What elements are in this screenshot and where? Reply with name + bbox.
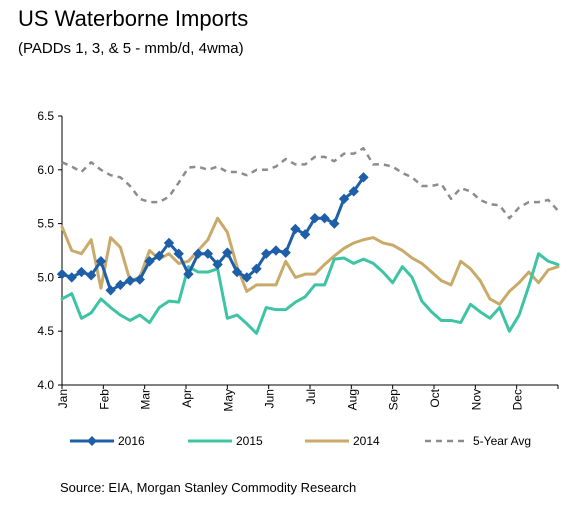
x-tick-label: Nov	[469, 389, 483, 410]
data-point	[319, 213, 330, 224]
data-point	[290, 223, 301, 235]
legend-label: 2014	[353, 434, 380, 448]
x-tick-label: Sep	[387, 389, 401, 411]
chart-series	[56, 147, 560, 335]
series-line-2014	[60, 216, 560, 306]
data-point	[270, 245, 282, 256]
data-point	[192, 248, 204, 259]
data-point	[231, 266, 243, 278]
data-point	[183, 268, 194, 280]
data-point	[105, 285, 116, 296]
chart-legend: 2016 2015 2014 5-Year Avg	[70, 434, 531, 448]
data-point	[134, 274, 146, 285]
data-point	[163, 237, 175, 249]
y-tick-label: 5.0	[37, 270, 54, 284]
data-point	[222, 247, 233, 258]
y-tick-label: 6.5	[37, 109, 54, 123]
legend-label: 2015	[236, 434, 263, 448]
x-tick-label: Oct	[428, 388, 442, 407]
data-point	[173, 248, 184, 259]
data-point	[115, 279, 126, 291]
data-point	[338, 193, 350, 205]
x-tick-label: Jun	[263, 389, 277, 408]
y-tick-label: 4.0	[37, 378, 54, 392]
source-note: Source: EIA, Morgan Stanley Commodity Re…	[60, 480, 357, 495]
data-point	[85, 270, 97, 281]
data-point	[56, 268, 68, 280]
data-point	[212, 259, 223, 270]
y-tick-label: 4.5	[37, 324, 54, 338]
data-point	[154, 250, 165, 262]
data-point	[124, 275, 136, 286]
line-chart: 4.0 4.5 5.0 5.5 6.0 6.5 Jan Feb Mar Apr May Jun Jul A…	[37, 109, 560, 448]
legend-label: 2016	[118, 434, 145, 448]
data-point	[95, 256, 107, 267]
chart-axes: 4.0 4.5 5.0 5.5 6.0 6.5 Jan Feb Mar Apr May Jun Jul A…	[37, 109, 559, 412]
series-line-2015	[60, 252, 560, 335]
y-tick-label: 6.0	[37, 163, 54, 177]
data-point	[76, 266, 87, 278]
data-point	[202, 248, 214, 259]
x-tick-label: Aug	[345, 389, 359, 410]
data-point	[348, 186, 359, 197]
x-tick-label: Jan	[56, 389, 70, 408]
x-tick-label: Dec	[511, 389, 525, 410]
data-point	[299, 229, 311, 240]
data-point	[251, 263, 262, 274]
data-point	[241, 272, 252, 283]
data-point	[358, 172, 369, 183]
data-point	[144, 256, 155, 267]
x-tick-label: Apr	[180, 389, 194, 408]
data-point	[280, 247, 291, 258]
legend-marker	[87, 436, 97, 446]
chart-subtitle: (PADDs 1, 3, & 5 - mmb/d, 4wma)	[18, 40, 244, 57]
data-point	[329, 218, 340, 229]
x-tick-label: Mar	[139, 389, 153, 410]
chart-title: US Waterborne Imports	[18, 6, 249, 31]
y-tick-label: 5.5	[37, 217, 54, 231]
x-tick-label: May	[221, 389, 235, 412]
legend-label: 5-Year Avg	[473, 434, 531, 448]
data-point	[66, 272, 77, 283]
series-line-5-year-avg	[61, 147, 559, 220]
x-tick-label: Jul	[304, 389, 318, 404]
series-line-2016	[60, 175, 365, 292]
x-tick-label: Feb	[97, 389, 111, 410]
data-point	[309, 213, 321, 224]
data-point	[261, 248, 272, 259]
